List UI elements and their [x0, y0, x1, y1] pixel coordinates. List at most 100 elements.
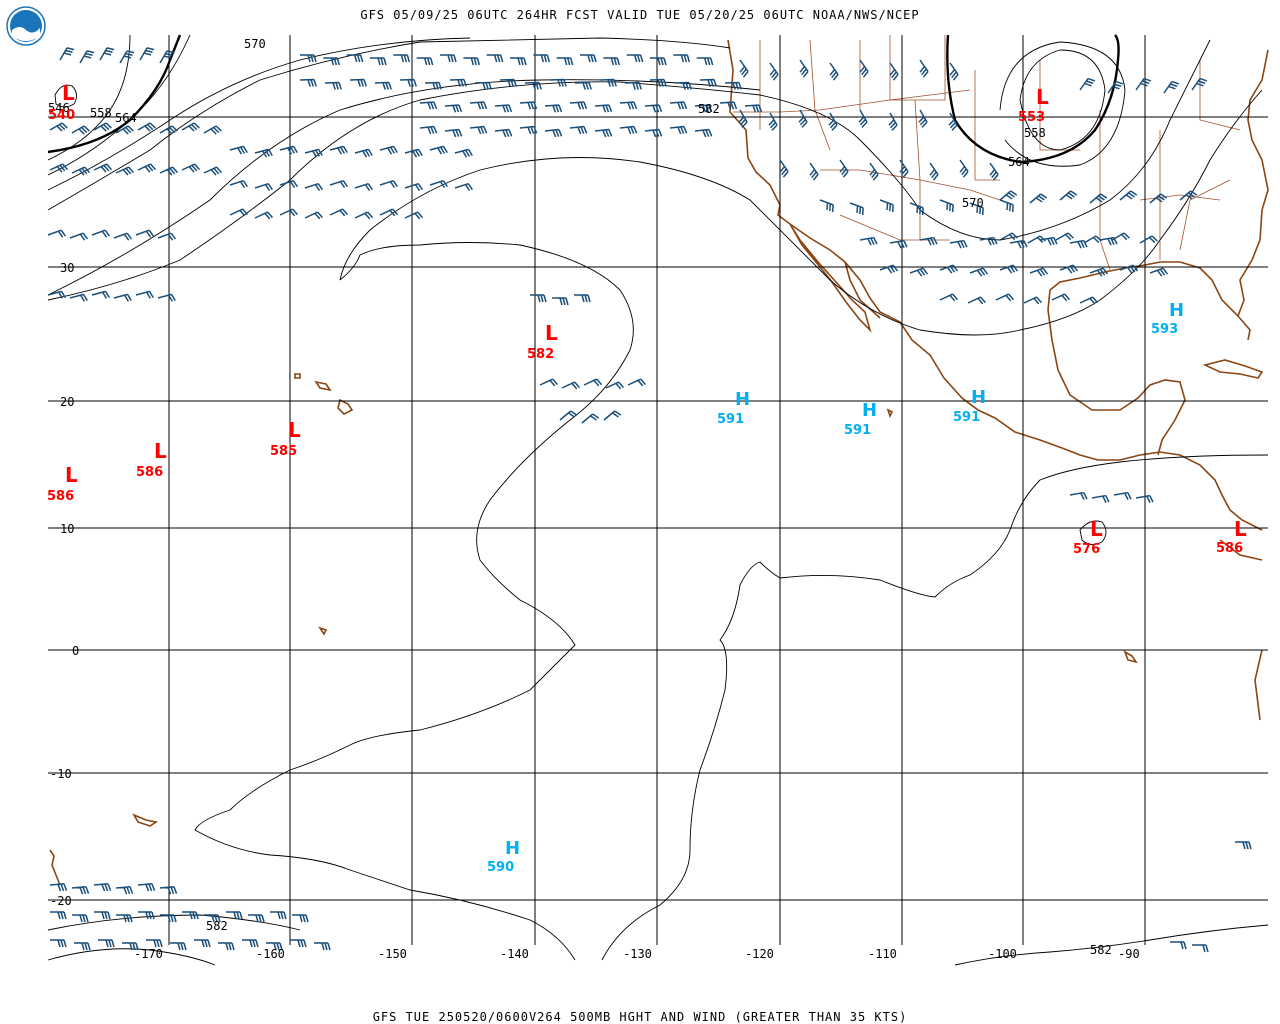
wind-barb [909, 267, 929, 277]
wind-barb [354, 211, 374, 220]
wind-barb [549, 78, 567, 87]
wind-barb [559, 410, 578, 421]
wind-barb [254, 148, 273, 158]
wind-barb [419, 125, 438, 135]
wind-barb [254, 182, 274, 192]
wind-barb [769, 62, 779, 81]
wind-barb [779, 159, 789, 178]
wind-barb [828, 112, 838, 131]
wind-barb [113, 232, 133, 241]
wind-barb [139, 47, 155, 61]
wind-barb [354, 148, 373, 158]
wind-barb [137, 883, 156, 892]
longitude-labels: -170 -160 -150 -140 -130 -120 -110 -100 … [134, 947, 1140, 961]
low-center: L 585 [270, 418, 301, 459]
wind-barb [93, 163, 113, 173]
svg-text:593: 593 [1151, 322, 1178, 337]
wind-barb [429, 179, 449, 189]
wind-barb [694, 128, 713, 138]
wind-barb [644, 128, 663, 138]
wind-barb [649, 78, 667, 87]
wind-barb [290, 939, 307, 948]
wind-barb [329, 179, 349, 189]
wind-barb [1069, 491, 1088, 500]
wind-barb [1009, 239, 1028, 249]
wind-barb [519, 125, 538, 135]
wind-barb [74, 942, 91, 951]
wind-barb [1192, 944, 1209, 953]
wind-barb [424, 81, 442, 90]
wind-barb [354, 182, 374, 192]
pressure-centers: L 540 L 582 L 585 L 586 L 586 L 553 L 57… [47, 81, 1247, 875]
low-center: L 576 [1073, 517, 1103, 557]
wind-barb [599, 78, 617, 87]
svg-text:H: H [971, 387, 986, 408]
wind-barb [533, 54, 551, 63]
wind-barb [329, 208, 349, 217]
wind-barb [314, 942, 331, 951]
wind-barb [379, 179, 399, 189]
wind-barb [581, 413, 600, 424]
wind-barb [463, 57, 481, 66]
wind-barb [47, 290, 66, 299]
svg-text:553: 553 [1018, 110, 1045, 125]
wind-barb [1111, 232, 1130, 241]
wind-barb [1059, 264, 1079, 274]
lon-tick: -130 [623, 947, 652, 961]
wind-barb [266, 942, 283, 951]
wind-barb [279, 145, 298, 155]
wind-barb [469, 101, 488, 110]
wind-barb [122, 942, 139, 951]
wind-barb [71, 166, 91, 176]
wind-barb [919, 59, 929, 78]
wind-barb [798, 109, 808, 128]
wind-barb [98, 939, 115, 948]
svg-text:591: 591 [717, 412, 744, 427]
lat-tick: 30 [60, 261, 74, 275]
wind-barb [524, 81, 542, 90]
wind-barb [603, 57, 621, 66]
lon-tick: -150 [378, 947, 407, 961]
wind-barb [1163, 80, 1180, 94]
wind-barb [1099, 236, 1118, 246]
wind-barb [404, 182, 424, 192]
wind-barb [71, 886, 90, 895]
wind-barb [254, 211, 274, 220]
wind-barb [304, 182, 324, 192]
svg-text:L: L [1234, 517, 1247, 541]
wind-barb [918, 109, 928, 128]
wind-barb [1139, 235, 1158, 244]
wind-barb [157, 232, 177, 241]
lat-lon-grid [48, 35, 1268, 945]
wind-barb [181, 122, 200, 132]
lat-tick: -20 [50, 894, 72, 908]
wind-barb [119, 50, 135, 64]
wind-barb [829, 62, 839, 81]
lon-tick: -170 [134, 947, 163, 961]
wind-barb [270, 911, 287, 920]
wind-barb [416, 57, 434, 66]
wind-barb [160, 914, 177, 923]
wind-barb [1055, 232, 1074, 241]
wind-barb [624, 81, 642, 90]
wind-barb [229, 145, 248, 155]
wind-barb [499, 78, 517, 87]
wind-barb [739, 59, 749, 78]
low-center: L 582 [527, 321, 558, 362]
wind-barb [1179, 190, 1198, 201]
high-center: H 590 [487, 838, 520, 875]
wind-barb [744, 104, 763, 113]
wind-barb [329, 145, 348, 155]
wind-barb [79, 50, 95, 64]
wind-barb [889, 239, 908, 249]
wind-barb [899, 159, 909, 178]
wind-barb [948, 112, 958, 131]
wind-barb [819, 199, 834, 213]
wind-barb [486, 54, 504, 63]
wind-barb [650, 57, 667, 66]
wind-barb [248, 914, 265, 923]
wind-barb [949, 62, 959, 81]
wind-barb [929, 162, 939, 181]
wind-barb [849, 202, 864, 216]
wind-barb [159, 166, 179, 176]
